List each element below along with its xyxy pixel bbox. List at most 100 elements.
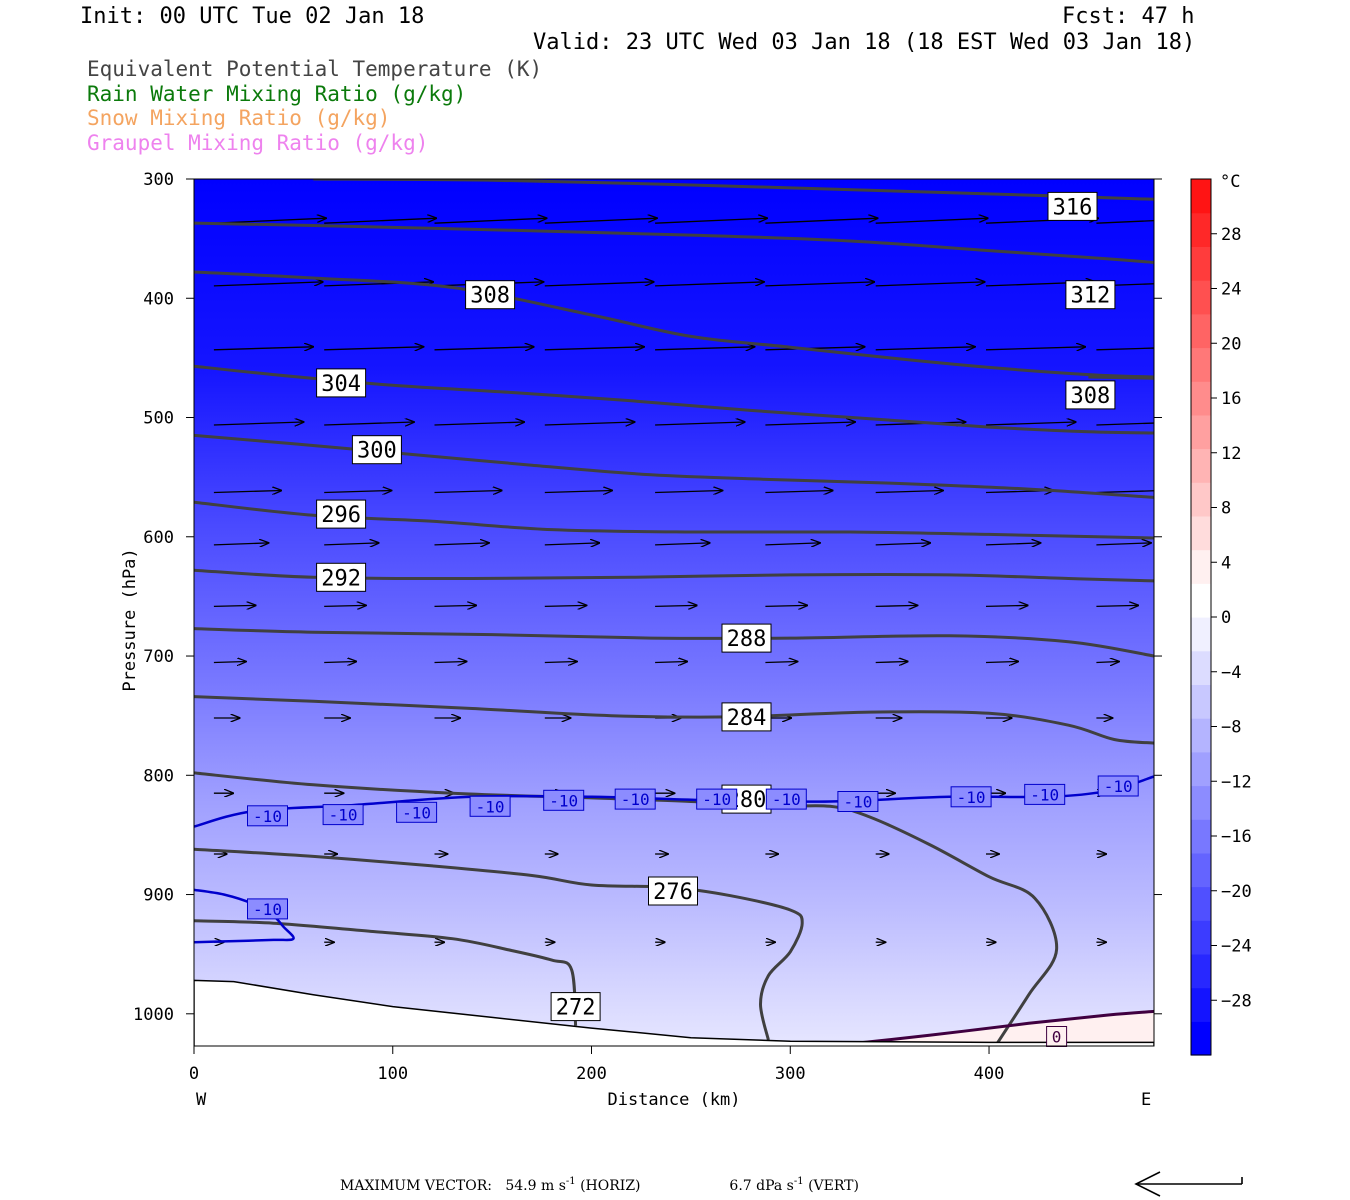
colorbar-swatch: [1191, 852, 1211, 888]
temperature-label-box: [614, 788, 656, 810]
temperature-label: -10: [549, 791, 578, 810]
max-vector-vert-tag: (VERT): [808, 1177, 859, 1194]
temperature-label-box: [543, 789, 585, 811]
wind-vector: [875, 218, 988, 224]
wind-vector: [655, 347, 754, 350]
wind-vector: [324, 605, 366, 606]
wind-vector: [875, 347, 975, 350]
y-tick-label: 500: [143, 409, 174, 429]
colorbar-label: −4: [1221, 663, 1241, 683]
wind-vector: [1096, 543, 1150, 545]
wind-vector: [655, 218, 767, 224]
x-axis-label: Distance (km): [607, 1090, 740, 1110]
theta-e-label: 292: [321, 566, 361, 591]
wind-vector: [434, 218, 547, 224]
wind-vector: [213, 282, 323, 287]
wind-vector: [875, 282, 985, 287]
wind-vector: [434, 543, 489, 545]
temperature-label-box: [247, 898, 288, 920]
temperature-label: -10: [476, 797, 505, 816]
theta-e-contour-308: [1088, 375, 1154, 380]
temperature-label: -10: [957, 788, 986, 807]
max-vector-arrow-head: [1134, 1171, 1161, 1197]
temperature-label-box: [247, 805, 288, 827]
wind-vector: [544, 218, 657, 224]
theta-e-label: 284: [727, 706, 767, 731]
wind-vector: [765, 662, 797, 663]
max-vector-horiz-exp: -1: [565, 1176, 576, 1187]
wind-vector: [544, 282, 654, 287]
wind-vector: [434, 491, 502, 493]
colorbar-swatch: [1191, 785, 1211, 820]
colorbar-swatch: [1191, 246, 1211, 281]
y-tick-label: 600: [143, 528, 174, 548]
wind-vector: [1096, 662, 1118, 663]
forecast-hour: Fcst: 47 h: [1062, 4, 1195, 29]
temperature-label-box: [950, 786, 992, 808]
colorbar-swatch: [1191, 987, 1211, 1022]
temperature-label-box: [765, 788, 807, 810]
colorbar-label: −24: [1221, 937, 1252, 957]
wind-vector: [544, 347, 644, 350]
temperature-label-box: [837, 791, 879, 812]
y-axis: 300 400 500 600 700 800 900 1000: [133, 170, 1162, 1025]
x-axis: 0 100 200 300 400: [189, 1046, 1005, 1084]
wind-vector: [985, 422, 1076, 425]
wind-vector: [655, 543, 709, 545]
theta-e-label: 308: [470, 284, 510, 309]
x-tick-label: 100: [377, 1064, 408, 1084]
temperature-label: -10: [253, 900, 282, 919]
x-tick-label: 400: [974, 1064, 1005, 1084]
temperature-label: -10: [402, 803, 431, 822]
temperature-label: 0: [1052, 1028, 1062, 1047]
x-tick-label: 0: [189, 1064, 199, 1084]
temperature-label-box: [1024, 783, 1066, 805]
colorbar-swatch: [1191, 280, 1211, 315]
colorbar-label: −12: [1221, 772, 1252, 792]
colorbar-swatch: [1191, 448, 1211, 483]
max-vector-vert-exp: -1: [793, 1176, 804, 1187]
colorbar-swatch: [1191, 819, 1211, 854]
theta-e-label-box: [316, 499, 367, 529]
colorbar-swatch: [1191, 886, 1211, 921]
field-legend-snow: Snow Mixing Ratio (g/kg): [87, 106, 391, 130]
theta-e-contour-300: [194, 433, 1154, 499]
theta-e-label-box: [351, 435, 402, 465]
colorbar-label: 20: [1221, 334, 1241, 354]
temperature-label-box: [396, 801, 438, 823]
wind-vector: [544, 605, 587, 606]
wind-vector: [765, 605, 807, 606]
theta-e-label-box: [721, 623, 772, 653]
theta-e-label-box: [316, 368, 367, 398]
wind-vector: [765, 422, 855, 425]
temperature-contour--10: [194, 888, 295, 944]
x-tick-label: 300: [775, 1064, 806, 1084]
wind-vector: [434, 662, 467, 663]
theta-e-contour-288: [194, 627, 1154, 658]
y-tick-label: 300: [143, 170, 174, 190]
wind-vector: [875, 605, 918, 606]
colorbar-swatch: [1191, 179, 1211, 214]
x-axis-east-label: E: [1141, 1090, 1151, 1110]
colorbar-swatch: [1191, 381, 1211, 416]
temperature-label-box: [469, 795, 511, 817]
colorbar-swatch: [1191, 617, 1211, 652]
colorbar-swatch: [1191, 684, 1211, 719]
wind-vector: [1096, 347, 1154, 351]
wind-vector: [655, 605, 697, 606]
colorbar-label: −20: [1221, 882, 1252, 902]
wind-vector: [875, 543, 930, 545]
colorbar-swatch: [1191, 515, 1211, 551]
theta-e-contour-272: [194, 919, 578, 1026]
theta-e-label-box: [1065, 280, 1116, 310]
max-vector-horiz-tag: (HORIZ): [580, 1177, 641, 1194]
theta-e-label: 308: [1071, 384, 1111, 409]
theta-e-label: 272: [556, 996, 596, 1021]
colorbar-unit: °C: [1220, 172, 1240, 192]
max-vector-vert-value: 6.7 dPa s: [729, 1177, 794, 1194]
wind-vector: [985, 662, 1018, 663]
theta-e-label-box: [721, 702, 772, 732]
colorbar-label: 28: [1221, 225, 1241, 245]
theta-e-label-box: [1065, 380, 1116, 410]
colorbar-swatch: [1191, 212, 1211, 247]
